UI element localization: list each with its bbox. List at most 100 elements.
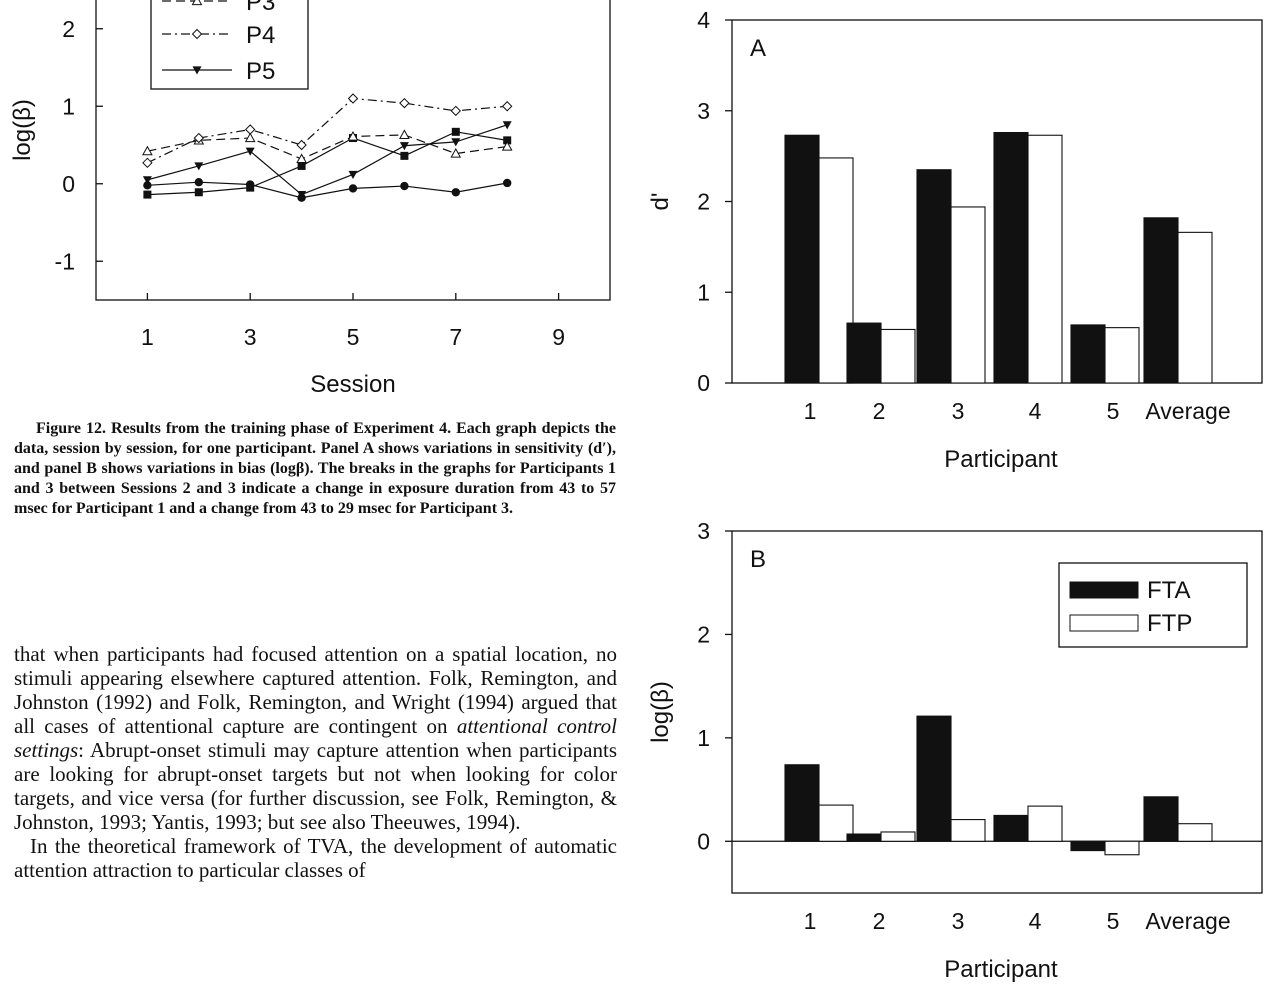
series-line	[147, 181, 508, 199]
plot-frame	[731, 530, 1263, 894]
bar-fta	[993, 814, 1029, 842]
data-point	[194, 178, 203, 187]
legend-swatch-fta	[1069, 581, 1139, 599]
bar-fta	[846, 322, 882, 384]
series-line	[147, 124, 508, 196]
bar-ftp	[880, 831, 916, 842]
bar-ftp	[880, 328, 916, 384]
x-axis-label: Participant	[944, 446, 1058, 473]
body-paragraph-1: that when participants had focused atten…	[14, 642, 617, 834]
legend-label: P5	[246, 58, 275, 85]
y-tick-label: 2	[697, 189, 710, 215]
x-tick-label: 3	[952, 398, 965, 424]
bar-ftp	[1027, 134, 1063, 384]
data-point	[501, 141, 513, 151]
bar-chart-panel-a: 0 1 2 3 4 1 2 3 4 5 Average Participant d' A	[647, 7, 1263, 473]
body-p1-emphasis: attentional control settings	[14, 714, 617, 762]
data-point	[194, 162, 204, 171]
panel-letter: A	[750, 35, 766, 62]
data-point	[501, 101, 513, 112]
data-point	[347, 130, 359, 141]
bar-ftp	[1177, 231, 1213, 384]
y-axis-label: log(β)	[9, 99, 36, 161]
data-point	[348, 170, 358, 179]
data-point	[399, 129, 410, 140]
bar-chart-panel-b: 0 1 2 3 1 2 3 4 5 Average Participant log(β) B FTA FT…	[647, 518, 1263, 983]
y-tick-label: 3	[697, 518, 710, 544]
body-paragraph-2: In the theoretical framework of TVA, the…	[14, 834, 617, 882]
bar-fta	[993, 131, 1029, 384]
x-tick-label: 4	[1029, 398, 1042, 424]
data-point	[244, 124, 256, 135]
x-tick-label: 1	[804, 908, 817, 934]
legend-box	[1058, 562, 1248, 648]
x-tick-label: 5	[1107, 398, 1120, 424]
x-tick-label: 9	[552, 324, 565, 350]
x-axis-label: Participant	[944, 956, 1058, 983]
series-line	[147, 131, 508, 196]
legend-marker	[192, 66, 202, 75]
bar-ftp	[1177, 823, 1213, 842]
x-tick-label: 3	[952, 908, 965, 934]
y-tick-label: 2	[62, 16, 75, 42]
body-p1-text-b: : Abrupt-onset stimuli may capture atten…	[14, 738, 617, 834]
line-chart-logbeta-by-session: 2 1 0 -1 1 3 5 7 9 Session log(β) P3 P4 P5	[9, 0, 611, 398]
bar-fta	[1070, 324, 1106, 384]
legend-label: P3	[246, 0, 275, 16]
data-point	[142, 157, 153, 169]
y-tick-label: 1	[697, 279, 710, 305]
x-tick-label: Average	[1145, 908, 1230, 934]
legend-swatch-ftp	[1069, 614, 1139, 632]
y-tick-label: 0	[62, 171, 75, 197]
bar-ftp	[1104, 327, 1140, 384]
x-tick-label: 5	[1107, 908, 1120, 934]
y-tick-label: 2	[697, 621, 710, 647]
data-point	[193, 132, 205, 144]
data-point	[451, 138, 461, 147]
y-tick-label: 0	[697, 828, 710, 854]
x-tick-label: 7	[449, 324, 462, 350]
data-point	[142, 145, 153, 156]
data-point	[450, 147, 462, 158]
data-point	[450, 105, 462, 117]
data-point	[400, 151, 409, 160]
bar-fta	[1070, 840, 1106, 852]
x-tick-label: 4	[1029, 908, 1042, 934]
bar-ftp	[1027, 805, 1063, 842]
data-point	[297, 161, 306, 170]
data-point	[503, 178, 512, 188]
bar-fta	[784, 764, 820, 842]
data-point	[142, 176, 152, 185]
data-point	[296, 139, 307, 151]
y-axis-label: log(β)	[647, 681, 674, 743]
data-point	[143, 190, 152, 199]
legend-marker	[191, 0, 203, 6]
series-line	[147, 97, 508, 164]
legend-box	[150, 0, 309, 90]
body-p1-text-a: that when participants had focused atten…	[14, 642, 617, 738]
data-point	[296, 153, 307, 164]
bar-ftp	[950, 206, 986, 384]
data-point	[399, 142, 409, 151]
legend-label: P4	[246, 22, 275, 49]
y-tick-label: -1	[55, 248, 75, 274]
legend-marker	[191, 28, 203, 40]
data-point	[244, 132, 256, 143]
bar-fta	[1143, 796, 1179, 842]
y-tick-label: 1	[62, 93, 75, 119]
x-tick-label: 1	[141, 324, 154, 350]
data-point	[400, 181, 409, 191]
data-point	[347, 93, 359, 104]
legend-label-ftp: FTP	[1147, 610, 1192, 637]
data-point	[348, 184, 358, 193]
x-tick-label: 1	[804, 398, 817, 424]
x-tick-label: 5	[347, 324, 360, 350]
y-tick-label: 4	[697, 7, 710, 33]
panel-letter: B	[750, 546, 766, 573]
data-point	[399, 97, 410, 109]
data-point	[143, 181, 152, 190]
series-line	[147, 134, 508, 160]
data-point	[502, 121, 512, 130]
bar-fta	[1143, 217, 1179, 384]
figure-caption: Figure 12. Results from the training pha…	[14, 420, 616, 517]
